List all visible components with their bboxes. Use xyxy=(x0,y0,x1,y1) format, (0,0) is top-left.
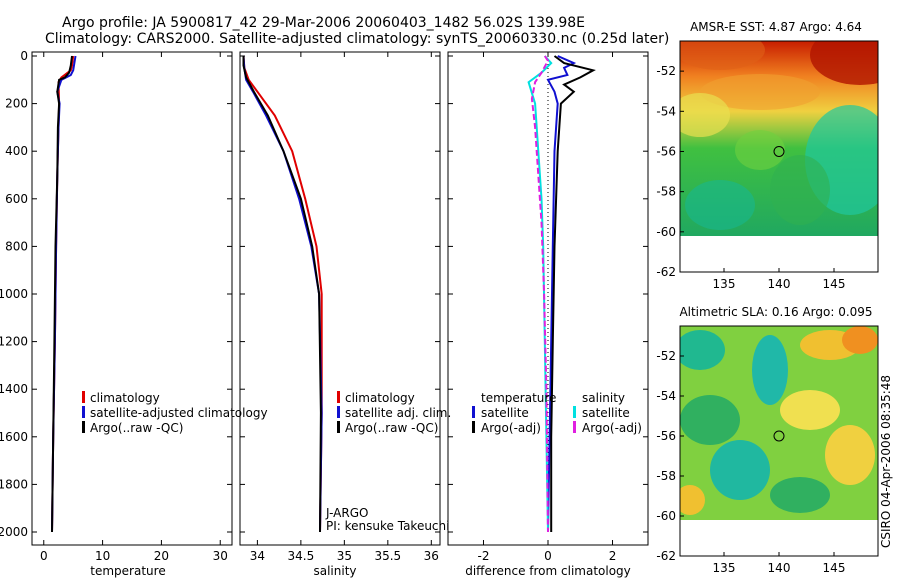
y-tick-label: 1200 xyxy=(0,335,28,349)
difference-xlabel: difference from climatology xyxy=(465,564,631,578)
legend-swatch-climatology xyxy=(82,391,85,403)
y-tick-label: 800 xyxy=(5,239,28,253)
y-tick-label: 2000 xyxy=(0,525,28,539)
legend-swatch-sal-satellite xyxy=(573,406,576,418)
x-tick-label: 34 xyxy=(250,549,265,563)
series-line-salinity-satellite xyxy=(527,55,553,533)
sla-heatmap xyxy=(680,326,878,520)
series-line-satellite-adj-clim- xyxy=(242,55,323,533)
legend-label-satellite: satellite adj. clim. xyxy=(345,406,451,420)
salinity-panel-frame xyxy=(239,51,441,546)
temperature-xlabel: temperature xyxy=(90,564,165,578)
legend-label-climatology: climatology xyxy=(345,391,415,405)
legend-swatch-temp-satellite xyxy=(472,406,475,418)
map-y-tick-label: -62 xyxy=(656,549,676,563)
x-tick-label: 36 xyxy=(424,549,439,563)
x-tick-label: 34.5 xyxy=(288,549,315,563)
map-y-tick-label: -58 xyxy=(656,185,676,199)
map-x-tick-label: 135 xyxy=(713,561,736,575)
map-x-tick-label: 140 xyxy=(768,277,791,291)
salinity-legend: climatology satellite adj. clim. Argo(..… xyxy=(337,391,451,435)
map-x-tick-label: 145 xyxy=(823,561,846,575)
y-tick-label: 400 xyxy=(5,144,28,158)
legend-label-temp-argo: Argo(-adj) xyxy=(481,421,541,435)
map-y-tick-label: -56 xyxy=(656,429,676,443)
series-line-climatology xyxy=(242,55,323,533)
temperature-legend: climatology satellite-adjusted climatolo… xyxy=(82,391,268,435)
side-timestamp-label: CSIRO 04-Apr-2006 08:35:48 xyxy=(879,375,893,548)
x-tick-label: 30 xyxy=(213,549,228,563)
map-x-tick-label: 140 xyxy=(768,561,791,575)
map-y-tick-label: -52 xyxy=(656,349,676,363)
legend-swatch-argo xyxy=(82,421,85,433)
y-tick-label: 1000 xyxy=(0,287,28,301)
map-y-tick-label: -60 xyxy=(656,225,676,239)
sst-heatmap xyxy=(680,41,878,236)
sst-map-title: AMSR-E SST: 4.87 Argo: 4.64 xyxy=(690,20,862,34)
x-tick-label: 10 xyxy=(95,549,110,563)
legend-swatch-climatology xyxy=(337,391,340,403)
map-y-tick-label: -56 xyxy=(656,144,676,158)
float-position-marker xyxy=(773,145,785,157)
legend-title-salinity: salinity xyxy=(582,391,625,405)
difference-legend: temperature salinity satellite Argo(-adj… xyxy=(472,391,642,435)
map-y-tick-label: -60 xyxy=(656,509,676,523)
difference-panel-frame xyxy=(447,51,649,546)
legend-swatch-temp-argo xyxy=(472,421,475,433)
legend-label-argo: Argo(..raw -QC) xyxy=(90,421,183,435)
legend-swatch-satellite xyxy=(82,406,85,418)
pi-label: PI: kensuke Takeuchi xyxy=(326,519,449,533)
y-tick-label: 0 xyxy=(20,49,28,63)
series-line-argo-raw-qc- xyxy=(242,56,322,533)
float-program-label: J-ARGO xyxy=(325,506,368,520)
map-y-tick-label: -54 xyxy=(656,104,676,118)
y-tick-label: 1400 xyxy=(0,382,28,396)
map-x-tick-label: 145 xyxy=(823,277,846,291)
map-y-tick-label: -58 xyxy=(656,469,676,483)
x-tick-label: 35 xyxy=(337,549,352,563)
float-position-marker xyxy=(773,430,785,442)
temperature-panel-frame xyxy=(31,51,233,546)
x-tick-label: 0 xyxy=(544,549,552,563)
y-tick-label: 1800 xyxy=(0,477,28,491)
map-y-tick-label: -52 xyxy=(656,64,676,78)
header-line-1: Argo profile: JA 5900817_42 29-Mar-2006 … xyxy=(62,15,585,31)
legend-swatch-argo xyxy=(337,421,340,433)
legend-label-sal-satellite: satellite xyxy=(582,406,630,420)
legend-label-climatology: climatology xyxy=(90,391,160,405)
salinity-xlabel: salinity xyxy=(313,564,356,578)
legend-label-satellite: satellite-adjusted climatology xyxy=(90,406,268,420)
legend-label-temp-satellite: satellite xyxy=(481,406,529,420)
legend-title-temperature: temperature xyxy=(481,391,556,405)
legend-swatch-satellite xyxy=(337,406,340,418)
map-y-tick-label: -62 xyxy=(656,265,676,279)
y-tick-label: 600 xyxy=(5,192,28,206)
series-line-argo-raw-qc- xyxy=(51,55,73,533)
x-tick-label: 0 xyxy=(40,549,48,563)
legend-label-argo: Argo(..raw -QC) xyxy=(345,421,438,435)
header-line-2: Climatology: CARS2000. Satellite-adjuste… xyxy=(45,31,669,47)
sla-map-title: Altimetric SLA: 0.16 Argo: 0.095 xyxy=(679,305,872,319)
y-tick-label: 200 xyxy=(5,97,28,111)
x-tick-label: 20 xyxy=(154,549,169,563)
x-tick-label: 2 xyxy=(609,549,617,563)
series-line-temperature-argo-adj- xyxy=(550,55,596,532)
legend-swatch-sal-argo xyxy=(573,421,576,433)
x-tick-label: 35.5 xyxy=(374,549,401,563)
series-line-temperature-satellite xyxy=(546,55,577,533)
legend-label-sal-argo: Argo(-adj) xyxy=(582,421,642,435)
y-tick-label: 1600 xyxy=(0,430,28,444)
map-y-tick-label: -54 xyxy=(656,389,676,403)
series-line-salinity-argo-adj- xyxy=(530,55,550,533)
x-tick-label: -2 xyxy=(477,549,489,563)
map-x-tick-label: 135 xyxy=(713,277,736,291)
